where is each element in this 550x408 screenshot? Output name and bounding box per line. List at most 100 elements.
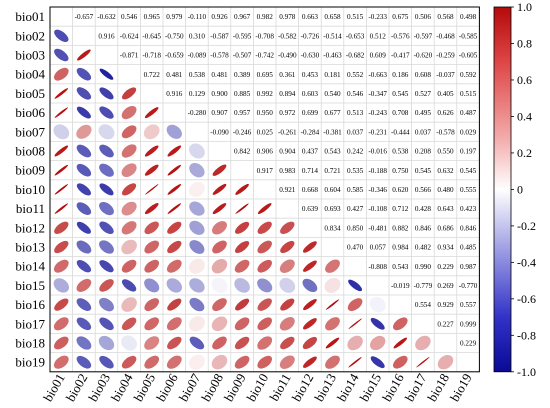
corr-value: -0.582 xyxy=(278,32,297,40)
corr-ellipse xyxy=(189,201,205,216)
matrix-cells: -0.657 -0.632 0.546 0.965 0.979 -0.110 0.926 0.… xyxy=(53,13,478,370)
corr-value: 0.453 xyxy=(302,71,319,79)
corr-value: 0.423 xyxy=(460,205,477,213)
colorbar-gradient xyxy=(493,6,512,373)
corr-ellipse xyxy=(99,202,114,216)
corr-value: -0.653 xyxy=(346,32,365,40)
corr-ellipse xyxy=(121,105,137,120)
corr-value: -0.576 xyxy=(391,32,410,40)
corr-ellipse xyxy=(121,317,137,331)
corr-ellipse xyxy=(53,355,69,369)
corr-ellipse xyxy=(54,107,68,118)
corr-value: 0.585 xyxy=(347,186,364,194)
corr-value: 0.480 xyxy=(437,186,454,194)
corr-ellipse xyxy=(393,317,408,331)
corr-value: 0.990 xyxy=(415,263,432,271)
corr-value: 0.498 xyxy=(460,13,477,21)
corr-value: -0.657 xyxy=(75,13,94,21)
corr-value: -0.346 xyxy=(368,186,387,194)
colorbar-tick-label: 1.0 xyxy=(517,0,532,14)
corr-ellipse xyxy=(235,298,250,311)
corr-value: -0.663 xyxy=(368,71,387,79)
corr-value: 0.668 xyxy=(302,186,319,194)
corr-value: 0.545 xyxy=(392,90,409,98)
corr-ellipse xyxy=(167,240,182,254)
column-label: bio19 xyxy=(447,371,475,404)
column-label: bio16 xyxy=(379,370,407,404)
corr-value: 0.389 xyxy=(234,71,251,79)
corr-ellipse xyxy=(302,278,318,293)
corr-ellipse xyxy=(167,298,182,311)
corr-value: 0.904 xyxy=(279,148,296,156)
column-label: bio06 xyxy=(153,370,181,404)
corr-value: 0.538 xyxy=(392,148,409,156)
corr-value: 0.982 xyxy=(257,13,274,21)
corr-value: 0.481 xyxy=(211,71,228,79)
corr-value: 0.540 xyxy=(324,90,341,98)
column-label: bio13 xyxy=(311,371,339,404)
colorbar-tick-label: 0.6 xyxy=(517,73,532,87)
corr-ellipse xyxy=(167,203,182,214)
corr-value: 0.025 xyxy=(257,128,274,136)
corr-ellipse xyxy=(280,336,295,350)
corr-value: 0.405 xyxy=(437,90,454,98)
corr-ellipse xyxy=(234,355,250,369)
corr-ellipse xyxy=(121,221,137,235)
corr-ellipse xyxy=(144,221,159,235)
corr-ellipse xyxy=(144,317,160,331)
corr-value: -0.585 xyxy=(459,32,478,40)
corr-ellipse xyxy=(121,335,138,351)
corr-ellipse xyxy=(212,203,227,215)
corr-ellipse xyxy=(212,164,227,176)
corr-value: 0.543 xyxy=(324,148,341,156)
corr-ellipse xyxy=(121,355,137,369)
corr-value: 0.916 xyxy=(98,32,115,40)
corr-ellipse xyxy=(76,67,92,81)
corr-value: 0.916 xyxy=(166,90,183,98)
corr-value: 0.999 xyxy=(460,320,477,328)
corr-value: -0.490 xyxy=(278,52,297,60)
corr-ellipse xyxy=(212,183,227,195)
corr-ellipse xyxy=(188,181,205,198)
corr-ellipse xyxy=(53,278,70,293)
corr-ellipse xyxy=(122,183,137,196)
row-label: bio05 xyxy=(15,86,45,101)
corr-ellipse xyxy=(121,125,137,139)
corr-ellipse xyxy=(99,317,114,331)
corr-ellipse xyxy=(235,221,250,234)
corr-value: 0.208 xyxy=(415,148,432,156)
corr-value: 0.361 xyxy=(279,71,296,79)
corr-ellipse xyxy=(302,336,318,350)
corr-value: 0.967 xyxy=(234,13,251,21)
matrix-frame xyxy=(49,6,480,373)
colorbar-tick-label: 0.2 xyxy=(517,146,532,160)
corr-value: -0.770 xyxy=(459,282,478,290)
corr-ellipse xyxy=(279,317,295,331)
corr-value: -0.578 xyxy=(436,128,455,136)
row-label: bio06 xyxy=(15,105,45,120)
row-label: bio10 xyxy=(15,182,45,197)
corr-ellipse xyxy=(76,183,91,196)
corr-value: 0.546 xyxy=(121,13,138,21)
corr-value: -0.587 xyxy=(210,32,229,40)
corr-ellipse xyxy=(325,317,340,331)
corr-ellipse xyxy=(99,297,114,312)
corr-value: 0.632 xyxy=(437,167,454,175)
corr-ellipse xyxy=(257,240,272,254)
corr-ellipse xyxy=(211,277,228,294)
column-label: bio17 xyxy=(402,370,430,404)
corr-ellipse xyxy=(99,144,114,158)
corr-ellipse xyxy=(234,259,250,273)
corr-value: 0.545 xyxy=(415,167,432,175)
corr-ellipse xyxy=(369,296,386,313)
corr-value: 0.485 xyxy=(460,244,477,252)
corr-value: 0.554 xyxy=(415,301,432,309)
corr-value: 0.568 xyxy=(437,13,454,21)
corr-ellipse xyxy=(188,258,205,274)
corr-value: -0.188 xyxy=(368,167,387,175)
corr-ellipse xyxy=(212,221,227,235)
corr-value: 0.550 xyxy=(437,148,454,156)
corr-ellipse xyxy=(189,163,205,178)
corr-value: 0.557 xyxy=(460,301,477,309)
corr-value: 0.609 xyxy=(370,52,387,60)
